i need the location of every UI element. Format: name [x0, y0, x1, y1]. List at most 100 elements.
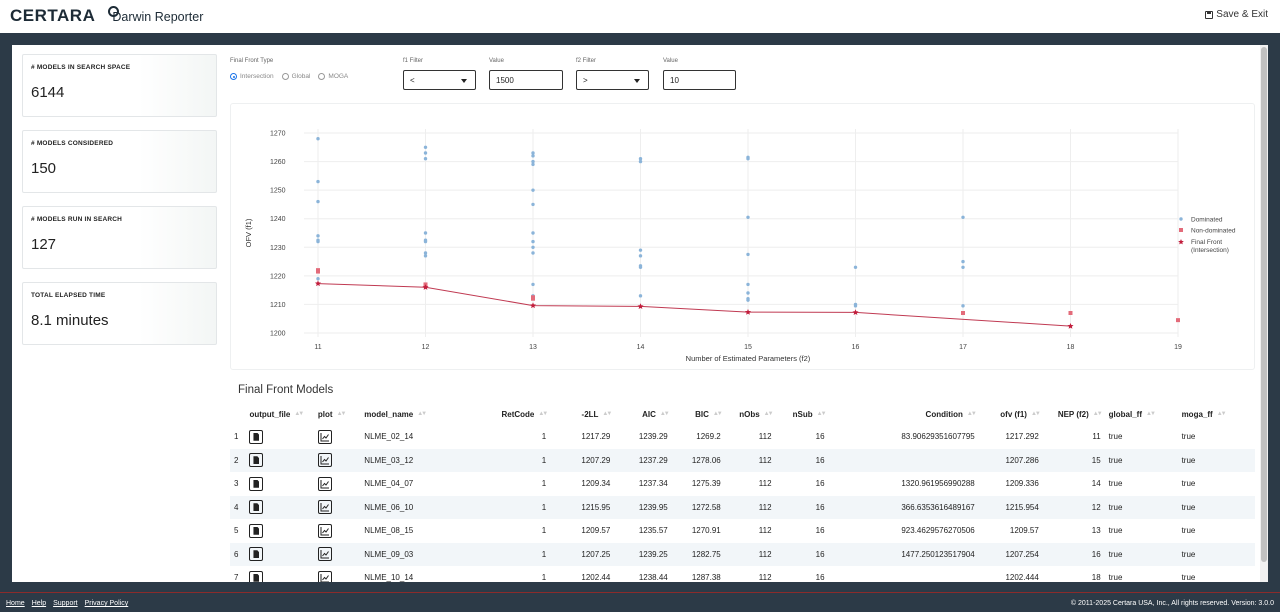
- sort-arrows-icon[interactable]: ▲▼: [1030, 411, 1041, 418]
- column-header[interactable]: NEP (f2) ▲▼: [1043, 403, 1105, 425]
- chart-icon[interactable]: [317, 476, 332, 491]
- pareto-chart-svg: 11 12 13 14 15 16 17 18 19 1200 1210 1220 1230 1240 12…: [244, 129, 1236, 363]
- radio-moga[interactable]: MOGA: [318, 73, 348, 80]
- scrollbar-track[interactable]: [1260, 45, 1268, 582]
- dominated-point: [423, 145, 428, 149]
- y-tick-label: 1200: [270, 331, 286, 338]
- column-header[interactable]: -2LL ▲▼: [550, 403, 614, 425]
- y-axis-label: OFV (f1): [244, 218, 253, 247]
- column-header[interactable]: AIC ▲▼: [614, 403, 671, 425]
- non-dominated-point: [1176, 318, 1180, 323]
- plot-cell: [314, 519, 360, 543]
- table-cell: 16: [815, 479, 825, 489]
- f1-filter-select[interactable]: <: [403, 70, 476, 90]
- dominated-point: [316, 239, 320, 244]
- column-header[interactable]: model_name ▲▼: [360, 403, 470, 425]
- footer-link-home[interactable]: Home: [6, 600, 25, 607]
- table-cell: 1239.25: [614, 542, 672, 566]
- column-header[interactable]: plot ▲▼: [314, 403, 360, 425]
- column-header[interactable]: moga_ff ▲▼: [1178, 403, 1255, 425]
- table-cell: 923.4629576270506: [901, 526, 975, 536]
- radio-label: Intersection: [240, 73, 274, 80]
- f1-value-input[interactable]: 1500: [489, 70, 563, 90]
- sort-arrows-icon[interactable]: ▲▼: [712, 411, 723, 418]
- sort-arrows-icon[interactable]: ▲▼: [336, 411, 347, 418]
- final-front-point: [637, 303, 644, 310]
- chart-icon[interactable]: [317, 570, 332, 582]
- final-front-title: Final Front Models: [238, 384, 334, 396]
- sort-arrows-icon[interactable]: ▲▼: [602, 411, 612, 418]
- file-icon[interactable]: [249, 453, 264, 468]
- table-cell: 1215.954: [978, 495, 1043, 519]
- chart-icon[interactable]: [317, 523, 332, 538]
- logo-circle-icon: [108, 6, 120, 17]
- footer-link-support[interactable]: Support: [53, 600, 78, 607]
- column-header[interactable]: ofv (f1) ▲▼: [979, 403, 1043, 425]
- table-cell: 1238.44: [638, 573, 668, 582]
- x-tick-label: 17: [959, 344, 967, 351]
- sort-arrows-icon[interactable]: ▲▼: [1092, 411, 1103, 418]
- file-icon[interactable]: [249, 547, 264, 562]
- radio-selected-icon: [230, 73, 237, 80]
- y-tick-label: 1240: [270, 216, 286, 223]
- file-icon[interactable]: [249, 570, 264, 582]
- column-header[interactable]: nSub ▲▼: [776, 403, 829, 425]
- column-header-label: ofv (f1): [1000, 409, 1027, 419]
- column-header-label: AIC: [642, 409, 656, 419]
- output-file-cell: [245, 566, 313, 582]
- table-cell: 112: [724, 448, 776, 472]
- stat-label: # MODELS CONSIDERED: [31, 140, 114, 147]
- footer-link-help[interactable]: Help: [31, 600, 47, 607]
- column-header[interactable]: global_ff ▲▼: [1105, 403, 1178, 425]
- stat-label: # MODELS IN SEARCH SPACE: [31, 64, 131, 71]
- chart-icon[interactable]: [317, 547, 332, 562]
- table-cell: 16: [775, 448, 829, 472]
- f2-value-input[interactable]: 10: [663, 70, 736, 90]
- sort-arrows-icon[interactable]: ▲▼: [763, 411, 774, 418]
- radio-global[interactable]: Global: [281, 73, 310, 80]
- results-area: Final Front Type Intersection Global MOG…: [230, 45, 1260, 582]
- file-icon[interactable]: [249, 523, 264, 538]
- column-header[interactable]: output_file ▲▼: [245, 403, 313, 425]
- radio-intersection[interactable]: Intersection: [230, 73, 274, 80]
- table-cell: NLME_08_15: [364, 526, 414, 536]
- footer-divider: [0, 592, 1280, 593]
- footer-link-privacy[interactable]: Privacy Policy: [84, 600, 129, 607]
- chart-icon[interactable]: [317, 429, 332, 444]
- table-cell: 1477.250123517904: [828, 542, 979, 566]
- non-dominated-point: [531, 296, 535, 301]
- column-header[interactable]: Condition ▲▼: [829, 403, 979, 425]
- table-cell: 18: [1091, 573, 1101, 582]
- table-cell: 366.6353616489167: [828, 495, 979, 519]
- column-header[interactable]: BIC ▲▼: [672, 403, 725, 425]
- front-type-radios: Intersection Global MOGA: [230, 73, 348, 80]
- sort-arrows-icon[interactable]: ▲▼: [1216, 411, 1227, 418]
- dominated-point: [746, 282, 750, 287]
- column-header[interactable]: nObs ▲▼: [725, 403, 776, 425]
- sort-arrows-icon[interactable]: ▲▼: [659, 411, 670, 418]
- output-file-cell: [245, 448, 314, 472]
- filter-bar: Final Front Type Intersection Global MOG…: [230, 57, 1260, 97]
- table-row: 7 NLME_10_14 1 1202.44 1238.44 1287.38 112 16 12…: [230, 566, 1255, 582]
- file-icon[interactable]: [249, 429, 264, 444]
- scrollbar-thumb[interactable]: [1261, 47, 1267, 562]
- chart-icon[interactable]: [317, 500, 332, 515]
- dominated-point: [746, 291, 750, 295]
- f2-filter-select[interactable]: >: [576, 70, 649, 90]
- table-cell: 1270.91: [691, 526, 721, 536]
- sort-arrows-icon[interactable]: ▲▼: [1146, 411, 1156, 418]
- sort-arrows-icon[interactable]: ▲▼: [538, 411, 548, 418]
- sort-arrows-icon[interactable]: ▲▼: [816, 411, 827, 418]
- chart-icon[interactable]: [317, 453, 332, 468]
- table-cell: true: [1104, 448, 1178, 472]
- file-icon[interactable]: [249, 476, 264, 491]
- sort-arrows-icon[interactable]: ▲▼: [417, 411, 427, 418]
- dominated-point: [423, 251, 428, 255]
- save-exit-button[interactable]: Save & Exit: [1205, 9, 1268, 20]
- file-icon[interactable]: [249, 500, 264, 515]
- column-header[interactable]: RetCode ▲▼: [471, 403, 551, 425]
- sort-arrows-icon[interactable]: ▲▼: [966, 411, 977, 418]
- sort-arrows-icon[interactable]: ▲▼: [294, 411, 304, 418]
- row-index: 6: [230, 542, 246, 566]
- final-front-point: [314, 280, 322, 287]
